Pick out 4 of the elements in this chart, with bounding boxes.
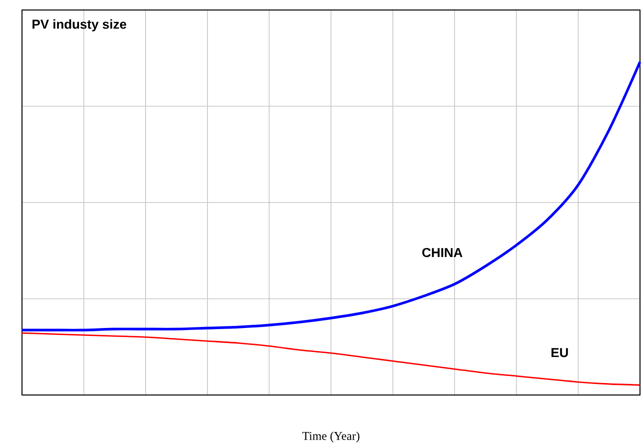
series-label: EU bbox=[552, 348, 568, 358]
series-label: CHINA bbox=[422, 248, 462, 258]
x-axis-title: Time (Year) bbox=[302, 432, 360, 442]
chart-title: PV industy size bbox=[32, 19, 126, 32]
